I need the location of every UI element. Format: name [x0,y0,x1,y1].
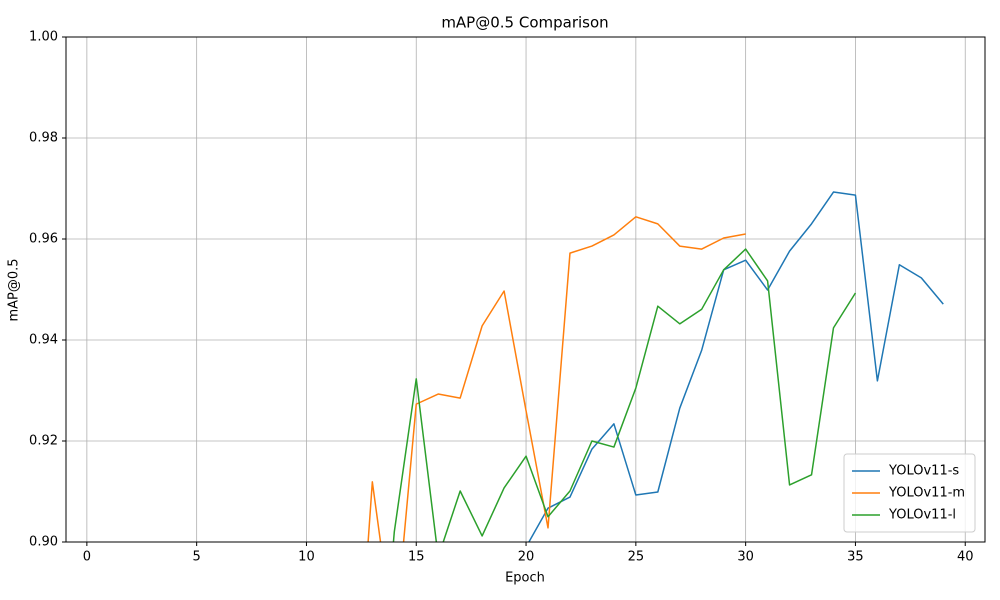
x-tick-label: 20 [518,550,535,565]
legend-label: YOLOv11-m [888,486,965,501]
y-tick-label: 0.90 [29,535,58,550]
data-line [392,248,857,542]
y-axis-label: mAP@0.5 [7,258,22,321]
x-tick-label: 30 [737,550,754,565]
axes-frame [65,36,986,543]
y-tick-label: 0.96 [29,232,58,247]
x-tick-label: 0 [83,550,91,565]
x-axis-label: Epoch [505,571,545,586]
legend: YOLOv11-s YOLOv11-m YOLOv11-l [843,453,976,533]
data-line [528,191,944,542]
x-tick-label: 25 [628,550,645,565]
y-tick-label: 0.98 [29,131,58,146]
y-tick-label: 0.92 [29,434,58,449]
chart-title: mAP@0.5 Comparison [441,14,608,32]
legend-label: YOLOv11-l [888,508,956,523]
plot-lines [367,191,944,542]
y-tick-label: 0.94 [29,333,58,348]
x-tick-label: 35 [847,550,864,565]
legend-label: YOLOv11-s [888,464,959,479]
x-tick-label: 10 [298,550,315,565]
x-tick-label: 5 [193,550,201,565]
data-line [367,216,746,542]
legend-box [843,453,976,533]
x-tick-label: 40 [957,550,974,565]
x-tick-label: 15 [408,550,425,565]
y-tick-label: 1.00 [29,30,58,45]
